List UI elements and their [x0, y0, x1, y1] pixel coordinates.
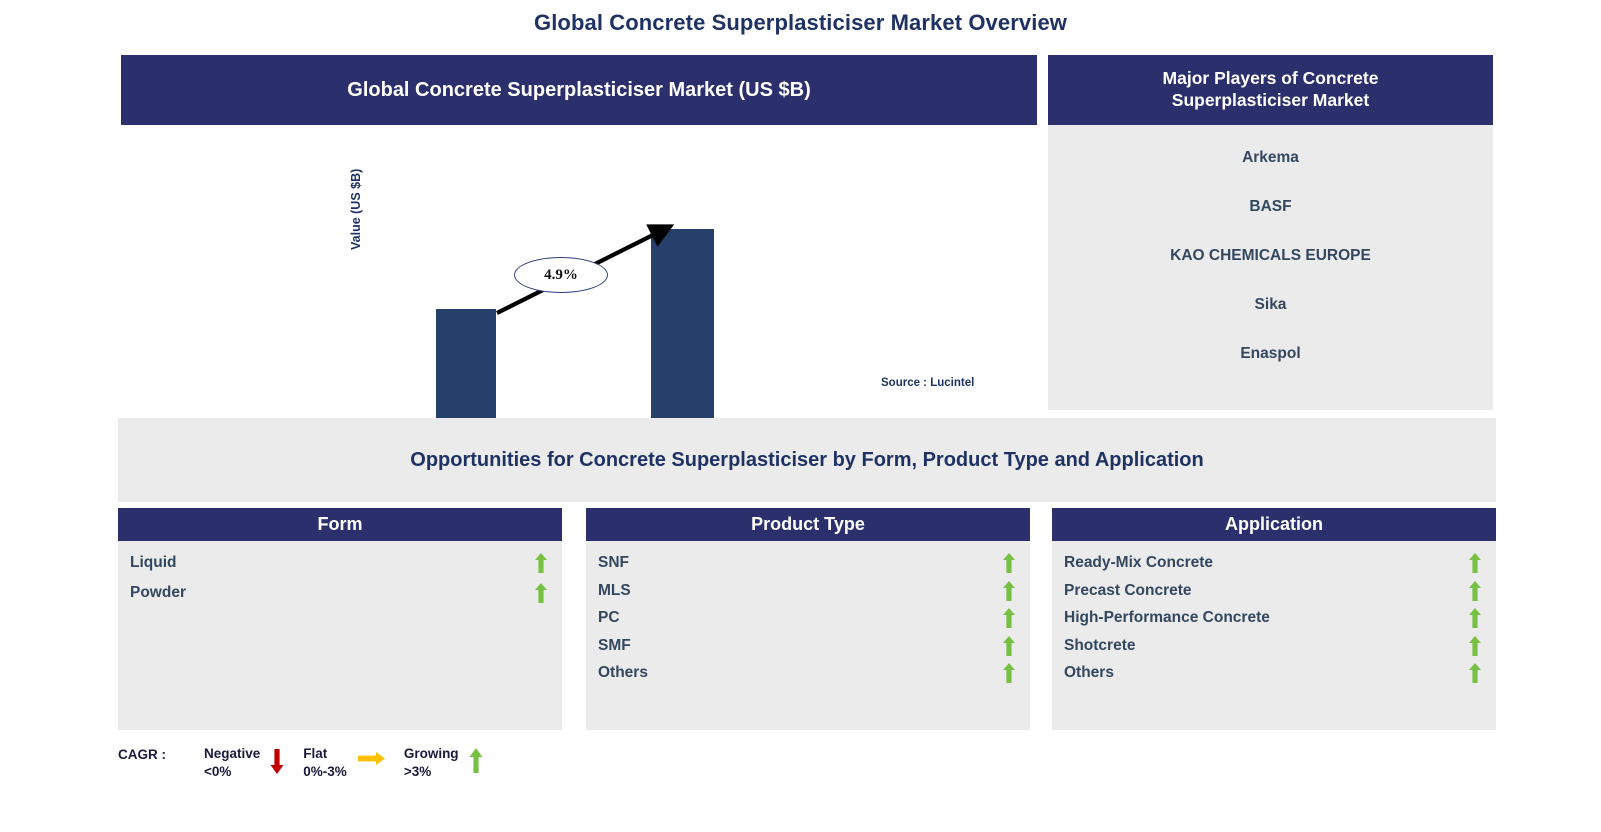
list-item: Sika: [1254, 296, 1287, 313]
legend-label-flat: Flat: [303, 746, 328, 761]
legend-label-growing: Growing: [403, 746, 459, 761]
arrow-right-icon: [356, 745, 386, 780]
list-item: Shotcrete: [1064, 635, 1482, 657]
chart-panel-header: Global Concrete Superplasticiser Market …: [121, 55, 1037, 125]
arrow-up-icon: [1468, 635, 1482, 657]
legend-label-negative: Negative: [204, 746, 261, 761]
arrow-up-icon: [1002, 580, 1016, 602]
cagr-legend: CAGR : Negative <0% Flat 0%-3% Growing >…: [118, 745, 502, 781]
list-item: MLS: [598, 580, 1016, 602]
arrow-up-icon: [534, 552, 548, 574]
category-item-label: Precast Concrete: [1064, 581, 1192, 599]
category-item-label: Others: [1064, 664, 1114, 681]
arrow-up-icon: [468, 745, 484, 780]
players-header-line-1: Major Players of Concrete: [1162, 68, 1379, 89]
category-item-label: Ready-Mix Concrete: [1064, 554, 1214, 571]
legend-item-growing: Growing >3%: [404, 745, 488, 781]
list-item: Ready-Mix Concrete: [1064, 552, 1482, 574]
category-item-label: SMF: [598, 636, 631, 654]
arrow-up-icon: [1002, 552, 1016, 574]
list-item: Liquid: [130, 552, 548, 574]
cagr-value-bubble: 4.9%: [514, 257, 608, 293]
page-title: Global Concrete Superplasticiser Market …: [533, 10, 1067, 35]
arrow-up-icon: [534, 582, 548, 604]
arrow-up-icon: [1468, 662, 1482, 684]
list-item: PC: [598, 607, 1016, 629]
chart-plot-area: Value (US $B) 2024 2031 4.9% Source : Lu…: [121, 125, 1037, 459]
list-item: SMF: [598, 635, 1016, 657]
category-item-label: Others: [598, 664, 648, 681]
category-item-label: MLS: [598, 581, 631, 599]
legend-range-growing: >3%: [403, 763, 432, 779]
category-item-label: Liquid: [130, 554, 177, 571]
list-item: High-Performance Concrete: [1064, 607, 1482, 629]
category-item-label: SNF: [598, 554, 629, 571]
category-column-form: Form Liquid Powder: [118, 508, 562, 730]
list-item: SNF: [598, 552, 1016, 574]
category-column-product-type: Product Type SNF MLS PC SMF: [586, 508, 1030, 730]
list-item: Arkema: [1242, 149, 1299, 166]
arrow-down-icon: [269, 745, 285, 780]
bar-2031: [651, 229, 714, 435]
list-item: Enaspol: [1240, 345, 1301, 362]
players-list: Arkema BASF KAO CHEMICALS EUROPE Sika En…: [1048, 125, 1493, 410]
category-body-form: Liquid Powder: [118, 541, 562, 730]
category-item-label: PC: [598, 609, 620, 626]
category-header-form: Form: [118, 508, 562, 541]
list-item: KAO CHEMICALS EUROPE: [1170, 247, 1371, 264]
list-item: BASF: [1249, 198, 1292, 215]
arrow-up-icon: [1468, 607, 1482, 629]
market-chart-panel: Global Concrete Superplasticiser Market …: [121, 55, 1037, 459]
category-header-application: Application: [1052, 508, 1496, 541]
list-item: Others: [598, 662, 1016, 684]
arrow-up-icon: [1468, 580, 1482, 602]
arrow-up-icon: [1002, 635, 1016, 657]
legend-item-negative: Negative <0%: [204, 745, 289, 781]
legend-item-flat: Flat 0%-3%: [303, 745, 390, 781]
bar-2024: [436, 309, 496, 435]
category-body-application: Ready-Mix Concrete Precast Concrete High…: [1052, 541, 1496, 730]
list-item: Powder: [130, 582, 548, 604]
chart-source-note: Source : Lucintel: [881, 377, 975, 389]
category-item-label: Shotcrete: [1064, 636, 1136, 654]
opportunities-banner: Opportunities for Concrete Superplastici…: [118, 418, 1496, 502]
players-header-line-2: Superplasticiser Market: [1171, 90, 1370, 110]
major-players-panel: Major Players of Concrete Superplasticis…: [1048, 55, 1493, 410]
arrow-up-icon: [1002, 607, 1016, 629]
legend-range-negative: <0%: [204, 763, 232, 779]
cagr-legend-title: CAGR :: [118, 747, 166, 762]
category-column-application: Application Ready-Mix Concrete Precast C…: [1052, 508, 1496, 730]
legend-range-flat: 0%-3%: [303, 763, 347, 779]
category-item-label: High-Performance Concrete: [1064, 609, 1270, 626]
chart-y-axis-label: Value (US $B): [349, 168, 363, 250]
category-header-product-type: Product Type: [586, 508, 1030, 541]
category-item-label: Powder: [130, 584, 186, 601]
list-item: Precast Concrete: [1064, 580, 1482, 602]
arrow-up-icon: [1468, 552, 1482, 574]
arrow-up-icon: [1002, 662, 1016, 684]
category-body-product-type: SNF MLS PC SMF: [586, 541, 1030, 730]
players-panel-header: Major Players of Concrete Superplasticis…: [1048, 55, 1493, 125]
list-item: Others: [1064, 662, 1482, 684]
